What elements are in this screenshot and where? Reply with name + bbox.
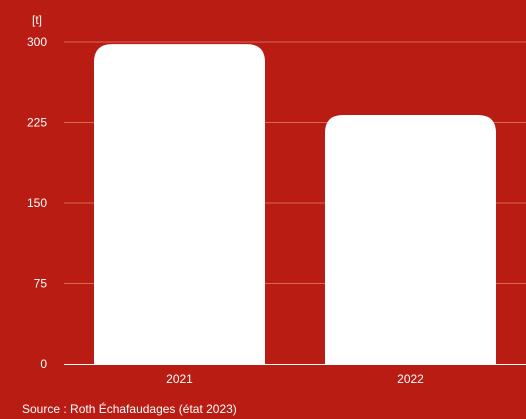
x-tick-label: 2021 <box>166 372 193 386</box>
y-tick-label: 225 <box>27 116 47 130</box>
y-tick-label: 300 <box>27 35 47 49</box>
source-note: Source : Roth Échafaudages (état 2023) <box>22 402 237 416</box>
y-tick-label: 0 <box>40 357 47 371</box>
y-tick-label: 75 <box>34 277 48 291</box>
y-tick-label: 150 <box>27 196 47 210</box>
bar-2022 <box>325 114 496 364</box>
bar-2021 <box>94 44 265 364</box>
y-axis-unit-label: [t] <box>32 13 42 27</box>
x-tick-label: 2022 <box>397 372 424 386</box>
